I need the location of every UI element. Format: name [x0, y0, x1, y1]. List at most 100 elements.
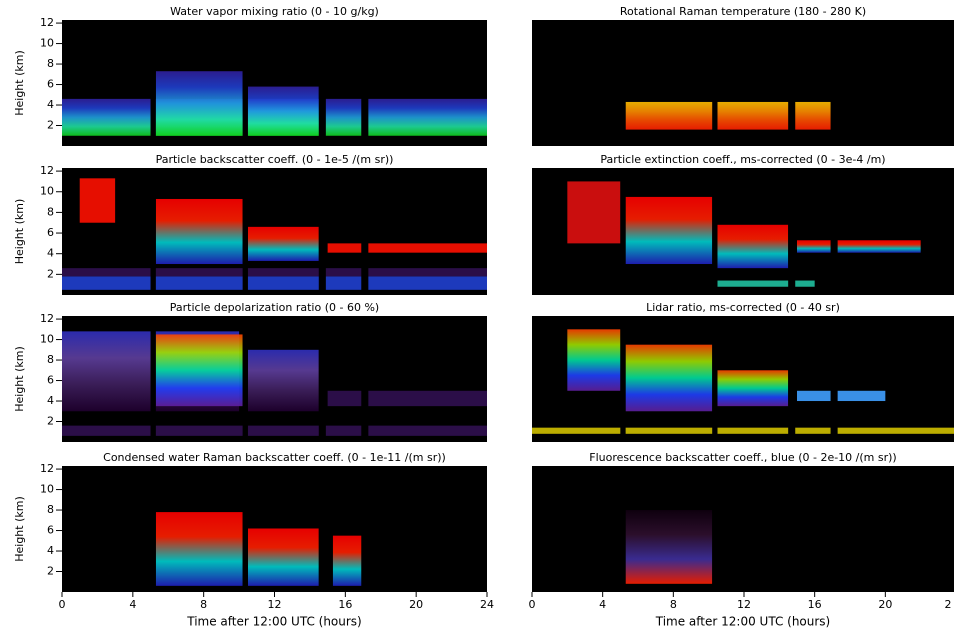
panel-title: Particle extinction coeff., ms-corrected…: [600, 153, 885, 166]
field-patch: [247, 86, 319, 136]
y-tick-label: 8: [47, 353, 54, 366]
field-patch: [79, 178, 116, 223]
x-tick-label: 8: [200, 598, 207, 611]
data-gap: [712, 316, 718, 442]
field-patch: [717, 224, 789, 269]
y-axis-label: Height (km): [13, 496, 26, 562]
y-tick-label: 2: [47, 565, 54, 578]
data-gap: [712, 466, 718, 592]
y-tick-label: 6: [47, 78, 54, 91]
y-tick-label: 4: [47, 394, 54, 407]
x-axis-label: Time after 12:00 UTC (hours): [186, 615, 362, 629]
panel-title: Particle depolarization ratio (0 - 60 %): [170, 301, 379, 314]
data-gap: [242, 316, 248, 442]
y-tick-label: 2: [47, 119, 54, 132]
x-tick-label: 16: [338, 598, 352, 611]
y-tick-label: 8: [47, 205, 54, 218]
data-gap: [150, 20, 156, 146]
data-gap: [318, 20, 326, 146]
y-tick-label: 12: [40, 164, 54, 177]
data-gap: [361, 20, 369, 146]
data-gap: [318, 466, 326, 592]
panel-title: Lidar ratio, ms-corrected (0 - 40 sr): [646, 301, 840, 314]
x-tick-label: 4: [599, 598, 606, 611]
field-patch: [327, 243, 487, 253]
data-gap: [788, 316, 796, 442]
x-tick-label: 12: [268, 598, 282, 611]
field-patch: [625, 510, 713, 584]
field-patch: [155, 334, 243, 407]
y-tick-label: 12: [40, 16, 54, 29]
y-tick-label: 2: [47, 415, 54, 428]
field-patch: [625, 344, 713, 412]
panel-title: Water vapor mixing ratio (0 - 10 g/kg): [170, 5, 379, 18]
x-tick-label: 2: [945, 598, 952, 611]
field-patch: [717, 280, 815, 287]
y-tick-label: 4: [47, 98, 54, 111]
data-gap: [361, 316, 369, 442]
data-gap: [788, 466, 796, 592]
data-gap: [242, 20, 248, 146]
x-tick-label: 0: [59, 598, 66, 611]
field: [62, 168, 487, 295]
y-tick-label: 10: [40, 333, 54, 346]
y-axis-label: Height (km): [13, 199, 26, 265]
data-gap: [620, 316, 626, 442]
field-patch: [625, 196, 713, 265]
field-patch: [797, 240, 921, 253]
field-patch: [532, 427, 954, 434]
data-gap: [830, 20, 838, 146]
field: [62, 316, 487, 442]
field-patch: [327, 390, 487, 407]
data-gap: [620, 168, 626, 295]
field: [567, 168, 921, 295]
y-tick-label: 8: [47, 503, 54, 516]
data-gap: [361, 466, 369, 592]
y-tick-label: 12: [40, 312, 54, 325]
y-tick-label: 8: [47, 57, 54, 70]
y-tick-label: 10: [40, 37, 54, 50]
y-tick-label: 12: [40, 462, 54, 475]
x-tick-label: 8: [670, 598, 677, 611]
data-gap: [620, 20, 626, 146]
data-gap: [620, 466, 626, 592]
x-axis-label: Time after 12:00 UTC (hours): [655, 615, 831, 629]
data-gap: [788, 168, 796, 295]
data-gap: [712, 168, 718, 295]
y-axis-label: Height (km): [13, 346, 26, 412]
field-patch: [62, 268, 487, 277]
y-axis-label: Height (km): [13, 50, 26, 116]
x-tick-label: 16: [808, 598, 822, 611]
data-gap: [318, 316, 326, 442]
x-tick-label: 24: [480, 598, 494, 611]
y-tick-label: 2: [47, 267, 54, 280]
field-patch: [155, 71, 243, 136]
y-tick-label: 6: [47, 524, 54, 537]
field-patch: [247, 349, 319, 412]
plot-area: [532, 466, 954, 592]
field: [620, 20, 838, 146]
y-tick-label: 6: [47, 226, 54, 239]
data-gap: [150, 316, 156, 442]
x-tick-label: 0: [529, 598, 536, 611]
x-tick-label: 20: [409, 598, 423, 611]
panel-title: Rotational Raman temperature (180 - 280 …: [620, 5, 866, 18]
field-patch: [247, 528, 319, 586]
field-patch: [717, 370, 789, 407]
y-tick-label: 10: [40, 483, 54, 496]
x-tick-label: 20: [878, 598, 892, 611]
panel-title: Fluorescence backscatter coeff., blue (0…: [589, 451, 896, 464]
y-tick-label: 6: [47, 374, 54, 387]
field-patch: [625, 101, 836, 130]
y-tick-label: 4: [47, 544, 54, 557]
field: [532, 316, 954, 442]
field: [150, 466, 369, 592]
data-gap: [150, 168, 156, 295]
panel-title: Particle backscatter coeff. (0 - 1e-5 /(…: [156, 153, 394, 166]
data-gap: [830, 466, 838, 592]
field-patch: [247, 226, 319, 261]
field-patch: [62, 425, 487, 436]
field-patch: [155, 198, 243, 265]
y-tick-label: 4: [47, 247, 54, 260]
data-gap: [242, 168, 248, 295]
